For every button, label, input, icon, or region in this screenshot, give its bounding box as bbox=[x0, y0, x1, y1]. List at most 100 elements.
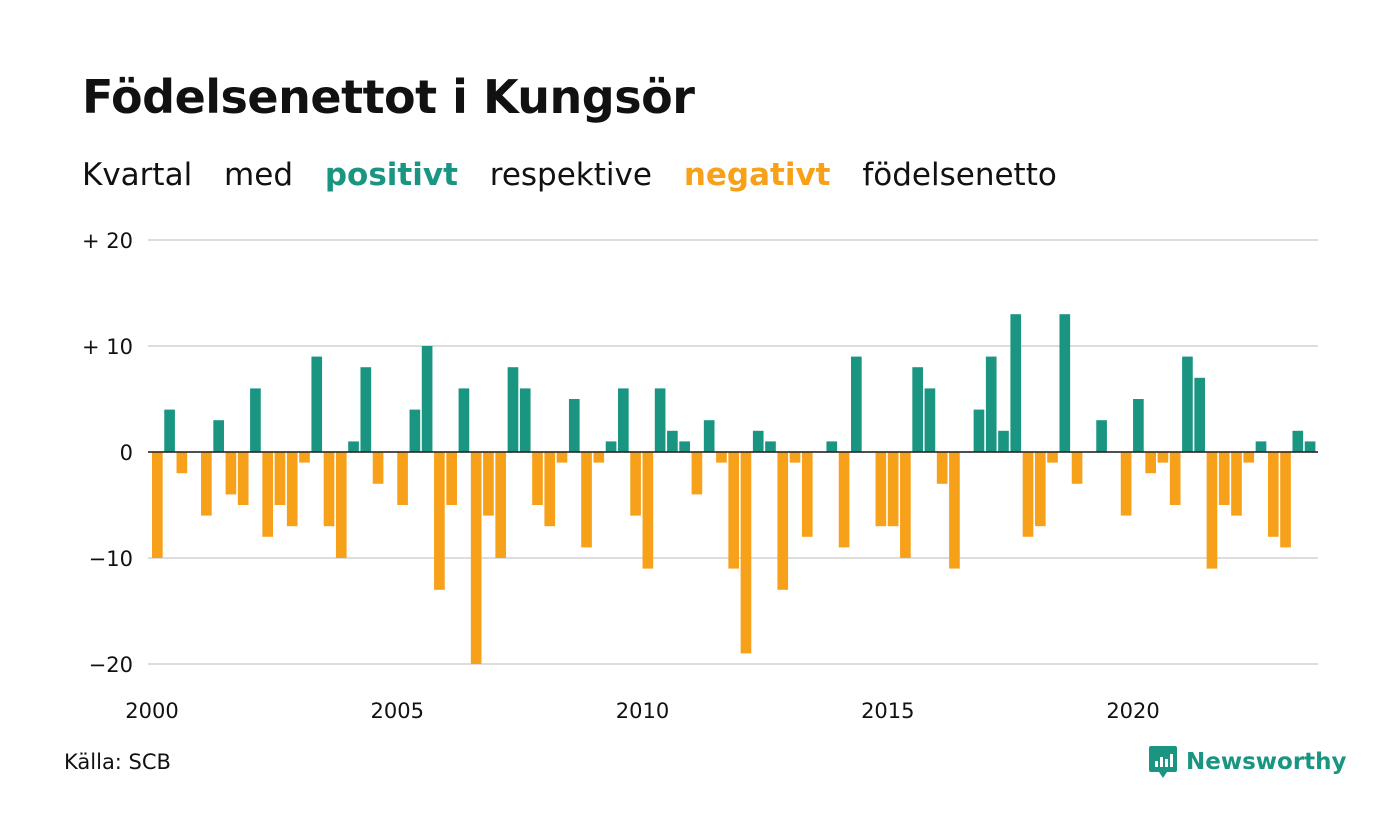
bar bbox=[274, 452, 286, 505]
bar bbox=[152, 452, 163, 558]
bar bbox=[691, 452, 703, 495]
bar bbox=[667, 430, 678, 452]
x-tick-label: 2000 bbox=[125, 699, 178, 723]
bar bbox=[581, 452, 592, 548]
bar bbox=[483, 452, 494, 516]
bar bbox=[372, 452, 384, 484]
bar bbox=[544, 452, 556, 527]
bar bbox=[1096, 420, 1107, 452]
bar bbox=[1034, 452, 1046, 527]
y-tick-label: 0 bbox=[120, 441, 133, 465]
bar bbox=[1157, 452, 1169, 463]
bar bbox=[409, 409, 421, 452]
bar bbox=[765, 441, 776, 452]
bar bbox=[421, 346, 433, 452]
bar bbox=[1010, 314, 1022, 452]
brand-name: Newsworthy bbox=[1186, 749, 1347, 775]
bar bbox=[250, 388, 261, 452]
x-tick-label: 2020 bbox=[1106, 699, 1159, 723]
bar bbox=[642, 452, 654, 569]
bar bbox=[605, 441, 617, 452]
bar bbox=[568, 399, 580, 452]
bar bbox=[949, 452, 960, 569]
bar bbox=[1182, 356, 1193, 452]
bar bbox=[985, 356, 997, 452]
bar bbox=[1022, 452, 1034, 537]
subtitle-word-med: med bbox=[224, 157, 293, 193]
bar bbox=[446, 452, 457, 505]
bar bbox=[875, 452, 887, 527]
bar bbox=[973, 409, 985, 452]
bar bbox=[887, 452, 899, 527]
bar bbox=[998, 430, 1009, 452]
bar bbox=[360, 367, 372, 452]
bar bbox=[1206, 452, 1218, 569]
bar bbox=[495, 452, 507, 558]
bar bbox=[1231, 452, 1242, 516]
bar bbox=[936, 452, 948, 484]
bar bbox=[728, 452, 740, 569]
bar bbox=[838, 452, 850, 548]
bar bbox=[1280, 452, 1291, 548]
subtitle-word-kvartal: Kvartal bbox=[82, 157, 193, 193]
x-tick-label: 2005 bbox=[371, 699, 424, 723]
bar bbox=[912, 367, 923, 452]
bar bbox=[470, 452, 482, 664]
bar bbox=[556, 452, 568, 463]
y-tick-label: −20 bbox=[89, 653, 133, 677]
legend-positive-label: positivt bbox=[324, 157, 458, 193]
source-note: Källa: SCB bbox=[64, 750, 171, 774]
bar bbox=[1169, 452, 1181, 505]
bar bbox=[789, 452, 801, 463]
bar bbox=[434, 452, 445, 590]
bar bbox=[164, 409, 175, 452]
bar bbox=[323, 452, 335, 527]
bar bbox=[1059, 314, 1071, 452]
bar bbox=[213, 420, 224, 452]
bar bbox=[1267, 452, 1279, 537]
bar bbox=[201, 452, 212, 516]
bar bbox=[507, 367, 519, 452]
bar bbox=[593, 452, 605, 463]
x-tick-label: 2015 bbox=[861, 699, 914, 723]
legend-negative-label: negativt bbox=[683, 157, 831, 193]
bar bbox=[1133, 399, 1144, 452]
bar bbox=[752, 430, 764, 452]
bar bbox=[924, 388, 936, 452]
bar bbox=[262, 452, 274, 537]
bar bbox=[519, 388, 531, 452]
bar bbox=[1120, 452, 1132, 516]
bar bbox=[679, 441, 690, 452]
bar bbox=[777, 452, 789, 590]
bar bbox=[1255, 441, 1267, 452]
bar bbox=[801, 452, 813, 537]
bar bbox=[348, 441, 359, 452]
bar bbox=[286, 452, 298, 527]
chart-subtitle: Kvartal med positivt respektive negativt… bbox=[82, 157, 1079, 193]
y-tick-label: + 10 bbox=[82, 335, 133, 359]
bar bbox=[1243, 452, 1255, 463]
bar bbox=[458, 388, 470, 452]
y-tick-label: + 20 bbox=[82, 229, 133, 253]
bar bbox=[630, 452, 641, 516]
bar bbox=[532, 452, 543, 505]
bar bbox=[618, 388, 629, 452]
y-tick-label: −10 bbox=[89, 547, 133, 571]
bar bbox=[1194, 377, 1206, 452]
bar bbox=[1218, 452, 1230, 505]
subtitle-word-respektive: respektive bbox=[489, 157, 652, 193]
bar bbox=[176, 452, 188, 474]
bar bbox=[1304, 441, 1316, 452]
bar bbox=[1071, 452, 1083, 484]
bar bbox=[225, 452, 237, 495]
newsworthy-logo-icon bbox=[1149, 746, 1177, 778]
bar bbox=[1047, 452, 1058, 463]
bar bbox=[654, 388, 666, 452]
bar bbox=[900, 452, 911, 558]
bar bbox=[237, 452, 249, 505]
newsworthy-logo: Newsworthy bbox=[1148, 744, 1347, 780]
bar bbox=[716, 452, 727, 463]
bar bbox=[299, 452, 310, 463]
bar bbox=[703, 420, 715, 452]
